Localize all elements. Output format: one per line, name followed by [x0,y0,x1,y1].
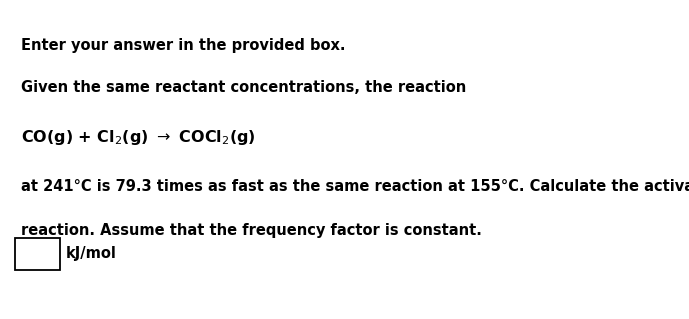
Text: kJ/mol: kJ/mol [65,246,116,261]
Text: Given the same reactant concentrations, the reaction: Given the same reactant concentrations, … [21,80,466,95]
Text: reaction. Assume that the frequency factor is constant.: reaction. Assume that the frequency fact… [21,223,482,238]
Text: at 241°C is 79.3 times as fast as the same reaction at 155°C. Calculate the acti: at 241°C is 79.3 times as fast as the sa… [21,179,689,194]
Text: Enter your answer in the provided box.: Enter your answer in the provided box. [21,38,345,53]
Text: CO(g) + Cl$_2$(g) $\rightarrow$ COCl$_2$(g): CO(g) + Cl$_2$(g) $\rightarrow$ COCl$_2$… [21,128,256,147]
